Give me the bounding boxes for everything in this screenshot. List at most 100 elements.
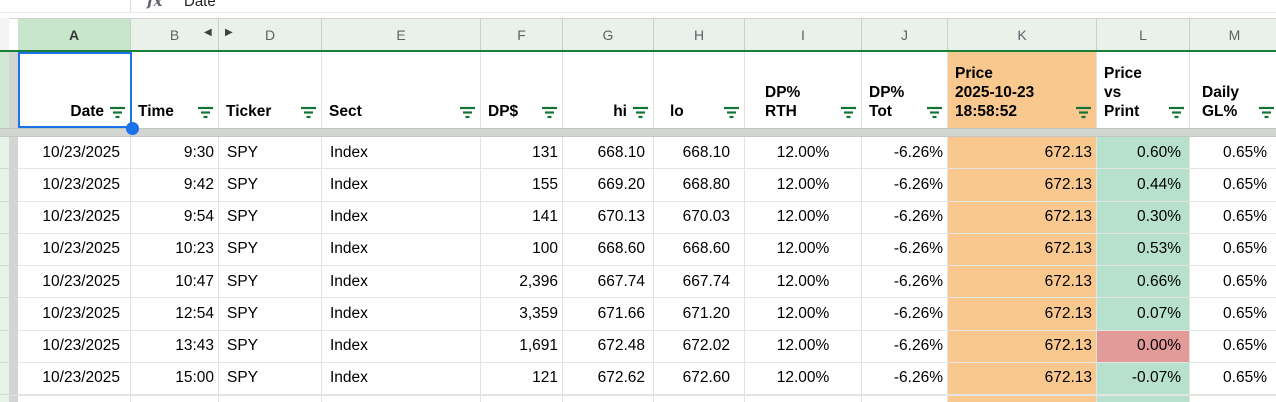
header-cell-hi[interactable]: hi xyxy=(563,52,654,128)
cell-M5[interactable]: 0.65% xyxy=(1190,266,1276,299)
cell-G1[interactable]: 668.10 xyxy=(563,137,654,170)
cell-L2[interactable]: 0.44% xyxy=(1097,169,1190,202)
cell-G2[interactable]: 669.20 xyxy=(563,169,654,202)
cell-K2[interactable]: 672.13 xyxy=(948,169,1097,202)
header-cell-price_vs_print[interactable]: Price vs Print xyxy=(1097,52,1190,128)
cell-E3[interactable]: Index xyxy=(322,201,481,234)
cell-E1[interactable]: Index xyxy=(322,137,481,170)
cell-I4[interactable]: 12.00% xyxy=(745,233,862,266)
cell-F4[interactable]: 100 xyxy=(481,233,563,266)
header-cell-lo[interactable]: lo xyxy=(654,52,745,128)
row-header[interactable] xyxy=(0,362,9,395)
cell-D3[interactable]: SPY xyxy=(219,201,322,234)
cell-E4[interactable]: Index xyxy=(322,233,481,266)
cell-L3[interactable]: 0.30% xyxy=(1097,201,1190,234)
cell-F1[interactable]: 131 xyxy=(481,137,563,170)
frozen-column-divider[interactable] xyxy=(9,18,18,402)
row-header[interactable] xyxy=(0,330,9,363)
cell-H8[interactable]: 672.60 xyxy=(654,362,745,395)
filter-icon[interactable] xyxy=(1075,106,1092,119)
col-letter-E[interactable]: E xyxy=(322,19,481,51)
filter-icon[interactable] xyxy=(1258,106,1275,119)
cell-G8[interactable]: 672.62 xyxy=(563,362,654,395)
cell-A2[interactable]: 10/23/2025 xyxy=(18,169,131,202)
row-header[interactable] xyxy=(0,201,9,234)
row-header[interactable] xyxy=(0,233,9,266)
cell-D4[interactable]: SPY xyxy=(219,233,322,266)
row-header-frozen[interactable] xyxy=(0,52,9,128)
cell-G4[interactable]: 668.60 xyxy=(563,233,654,266)
partial-cell-D[interactable] xyxy=(219,396,322,402)
cell-E8[interactable]: Index xyxy=(322,362,481,395)
cell-M4[interactable]: 0.65% xyxy=(1190,233,1276,266)
header-cell-ticker[interactable]: Ticker xyxy=(219,52,322,128)
partial-cell-H[interactable] xyxy=(654,396,745,402)
header-cell-sect[interactable]: Sect xyxy=(322,52,481,128)
cell-G7[interactable]: 672.48 xyxy=(563,330,654,363)
cell-H2[interactable]: 668.80 xyxy=(654,169,745,202)
row-header[interactable] xyxy=(0,266,9,299)
cell-K1[interactable]: 672.13 xyxy=(948,137,1097,170)
partial-cell-B[interactable] xyxy=(131,396,219,402)
cell-F6[interactable]: 3,359 xyxy=(481,298,563,331)
partial-cell-A[interactable] xyxy=(18,396,131,402)
filter-icon[interactable] xyxy=(840,106,857,119)
partial-cell-E[interactable] xyxy=(322,396,481,402)
cell-D7[interactable]: SPY xyxy=(219,330,322,363)
cell-K6[interactable]: 672.13 xyxy=(948,298,1097,331)
row-header-partial[interactable] xyxy=(0,395,9,402)
filter-icon[interactable] xyxy=(300,106,317,119)
cell-L8[interactable]: -0.07% xyxy=(1097,362,1190,395)
header-cell-dp_rth[interactable]: DP% RTH xyxy=(745,52,862,128)
cell-J4[interactable]: -6.26% xyxy=(862,233,948,266)
cell-A6[interactable]: 10/23/2025 xyxy=(18,298,131,331)
cell-J8[interactable]: -6.26% xyxy=(862,362,948,395)
cell-H7[interactable]: 672.02 xyxy=(654,330,745,363)
cell-M8[interactable]: 0.65% xyxy=(1190,362,1276,395)
cell-B4[interactable]: 10:23 xyxy=(131,233,219,266)
cell-D8[interactable]: SPY xyxy=(219,362,322,395)
cell-J1[interactable]: -6.26% xyxy=(862,137,948,170)
cell-I2[interactable]: 12.00% xyxy=(745,169,862,202)
cell-J5[interactable]: -6.26% xyxy=(862,266,948,299)
cell-H3[interactable]: 670.03 xyxy=(654,201,745,234)
cell-K4[interactable]: 672.13 xyxy=(948,233,1097,266)
hidden-column-expand-right-icon[interactable]: ▶ xyxy=(225,27,233,38)
cell-I3[interactable]: 12.00% xyxy=(745,201,862,234)
cell-I6[interactable]: 12.00% xyxy=(745,298,862,331)
cell-E7[interactable]: Index xyxy=(322,330,481,363)
col-letter-H[interactable]: H xyxy=(654,19,745,51)
cell-L1[interactable]: 0.60% xyxy=(1097,137,1190,170)
cell-M7[interactable]: 0.65% xyxy=(1190,330,1276,363)
cell-H4[interactable]: 668.60 xyxy=(654,233,745,266)
col-letter-G[interactable]: G xyxy=(563,19,654,51)
partial-cell-G[interactable] xyxy=(563,396,654,402)
cell-K7[interactable]: 672.13 xyxy=(948,330,1097,363)
cell-B2[interactable]: 9:42 xyxy=(131,169,219,202)
cell-D6[interactable]: SPY xyxy=(219,298,322,331)
cell-I8[interactable]: 12.00% xyxy=(745,362,862,395)
col-letter-F[interactable]: F xyxy=(481,19,563,51)
cell-D1[interactable]: SPY xyxy=(219,137,322,170)
cell-M3[interactable]: 0.65% xyxy=(1190,201,1276,234)
col-letter-I[interactable]: I xyxy=(745,19,862,51)
filter-icon[interactable] xyxy=(541,106,558,119)
corner-gutter[interactable] xyxy=(0,18,9,50)
row-header[interactable] xyxy=(0,298,9,331)
cell-F5[interactable]: 2,396 xyxy=(481,266,563,299)
hidden-column-expand-left-icon[interactable]: ◀ xyxy=(204,27,212,38)
cell-L7[interactable]: 0.00% xyxy=(1097,330,1190,363)
cell-J3[interactable]: -6.26% xyxy=(862,201,948,234)
cell-G3[interactable]: 670.13 xyxy=(563,201,654,234)
cell-H1[interactable]: 668.10 xyxy=(654,137,745,170)
cell-G6[interactable]: 671.66 xyxy=(563,298,654,331)
cell-H6[interactable]: 671.20 xyxy=(654,298,745,331)
header-cell-date[interactable]: Date xyxy=(18,52,131,128)
header-cell-dp_usd[interactable]: DP$ xyxy=(481,52,563,128)
cell-B5[interactable]: 10:47 xyxy=(131,266,219,299)
col-letter-M[interactable]: M xyxy=(1190,19,1276,51)
partial-cell-J[interactable] xyxy=(862,396,948,402)
cell-A4[interactable]: 10/23/2025 xyxy=(18,233,131,266)
cell-A5[interactable]: 10/23/2025 xyxy=(18,266,131,299)
cell-B7[interactable]: 13:43 xyxy=(131,330,219,363)
